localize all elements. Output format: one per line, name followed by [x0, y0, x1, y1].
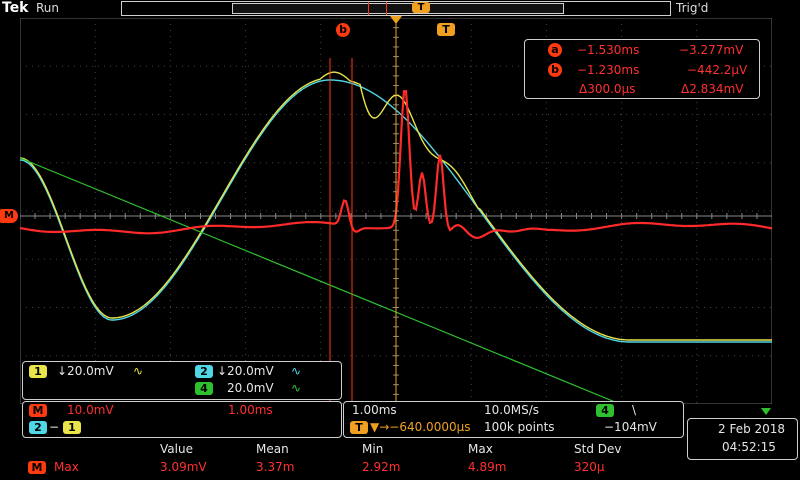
ch1-coupling-icon: ∿ — [133, 364, 144, 378]
trigger-status: Trig'd — [676, 1, 709, 15]
trigger-level[interactable]: −104mV — [604, 420, 657, 434]
waveforms — [20, 18, 772, 404]
meas-header-min: Min — [362, 442, 384, 456]
ch2-scale[interactable]: ↓20.0mV — [217, 364, 274, 378]
sample-rate: 10.0MS/s — [484, 403, 539, 417]
math-source-a-badge: 2 — [29, 421, 47, 434]
channel-settings-panel[interactable]: 1 ↓20.0mV ∿ 2 ↓20.0mV ∿ 4 20.0mV ∿ — [22, 361, 342, 400]
trigger-slope-icon[interactable]: \ — [632, 403, 637, 417]
horizontal-scale[interactable]: 1.00ms — [352, 403, 397, 417]
math-settings-panel[interactable]: M 10.0mV 1.00ms 2 − 1 — [22, 401, 342, 438]
math-ground-marker[interactable]: M — [0, 209, 18, 223]
trigger-source-badge[interactable]: 4 — [596, 404, 614, 417]
cursor-b-badge: b — [548, 63, 562, 77]
record-view-window[interactable] — [232, 3, 564, 14]
ch4-badge[interactable]: 4 — [195, 382, 213, 395]
date-display: 2 Feb 2018 — [718, 422, 786, 436]
ch1-badge[interactable]: 1 — [29, 365, 47, 378]
meas-header-stddev: Std Dev — [574, 442, 622, 456]
meas-stddev: 320µ — [574, 460, 605, 474]
meas-type: Max — [54, 460, 79, 474]
timebase-panel[interactable]: 1.00ms 10.0MS/s 4 \ T ▼→−640.0000µs 100k… — [343, 401, 684, 438]
status-bar: Tek Run T Trig'd — [0, 0, 800, 17]
ch2-badge[interactable]: 2 — [195, 365, 213, 378]
trigger-offset-badge: T — [350, 421, 368, 434]
math-source-b-badge: 1 — [63, 421, 81, 434]
meas-header-max: Max — [468, 442, 493, 456]
trigger-time-marker[interactable]: T — [437, 23, 455, 36]
datetime-panel[interactable]: 2 Feb 2018 04:52:15 — [687, 418, 798, 460]
cursor-a-time: −1.530ms — [577, 43, 640, 57]
table-row[interactable]: M Max 3.09mV 3.37m 2.92m 4.89m 320µ — [22, 459, 682, 477]
record-length[interactable]: 100k points — [484, 420, 555, 434]
trigger-arrow-icon — [390, 16, 402, 24]
brand-logo: Tek — [2, 0, 29, 16]
math-time-scale[interactable]: 1.00ms — [228, 403, 273, 417]
cursor-readout-panel: a −1.530ms −3.277mV b −1.230ms −442.2µV … — [524, 39, 760, 99]
record-overview-bar[interactable]: T — [121, 1, 671, 16]
math-scale[interactable]: 10.0mV — [67, 403, 114, 417]
cursor-a-badge: a — [548, 43, 562, 57]
meas-max: 4.89m — [468, 460, 507, 474]
run-status[interactable]: Run — [36, 1, 60, 15]
cursor-a-value: −3.277mV — [679, 43, 744, 57]
meas-header-value: Value — [160, 442, 193, 456]
waveform-display[interactable] — [20, 18, 772, 404]
ch4-waveform — [20, 157, 621, 404]
trigger-position[interactable]: ▼→−640.0000µs — [370, 420, 471, 434]
math-badge[interactable]: M — [29, 404, 47, 417]
ch4-scale[interactable]: 20.0mV — [227, 381, 274, 395]
meas-header-mean: Mean — [256, 442, 289, 456]
cursor-delta-time: Δ300.0µs — [579, 82, 636, 96]
meas-value: 3.09mV — [160, 460, 207, 474]
cursor-b-marker[interactable]: b — [336, 23, 350, 37]
meas-mean: 3.37m — [256, 460, 295, 474]
measurement-table[interactable]: Value Mean Min Max Std Dev M Max 3.09mV … — [22, 440, 682, 480]
cursor-b-value: −442.2µV — [687, 63, 748, 77]
ch1-scale[interactable]: ↓20.0mV — [57, 364, 114, 378]
time-display: 04:52:15 — [722, 440, 776, 454]
meas-min: 2.92m — [362, 460, 401, 474]
meas-source-badge: M — [28, 461, 46, 474]
ch4-coupling-icon: ∿ — [291, 381, 302, 395]
cursor-delta-value: Δ2.834mV — [681, 82, 744, 96]
trigger-level-arrow-icon — [761, 408, 771, 415]
trigger-position-marker: T — [412, 2, 430, 13]
ch2-coupling-icon: ∿ — [291, 364, 302, 378]
cursor-b-time: −1.230ms — [577, 63, 640, 77]
